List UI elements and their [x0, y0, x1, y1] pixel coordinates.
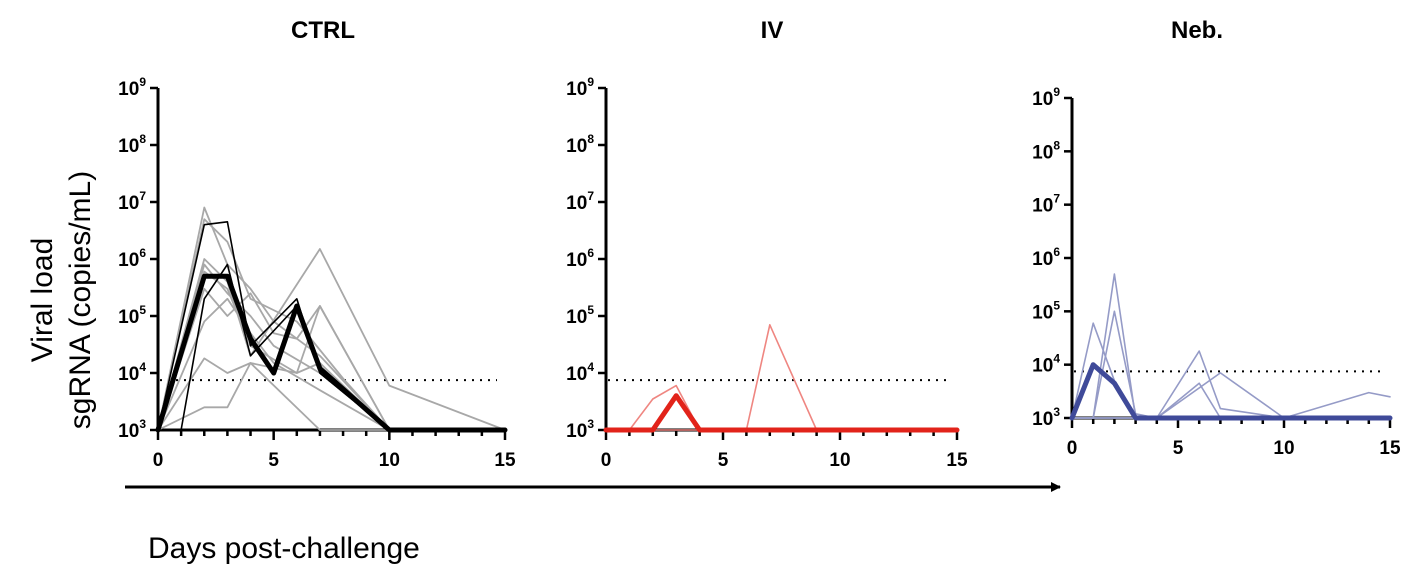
y-tick-label-ctrl: 109 — [118, 75, 146, 100]
y-axis-title-line2: sgRNA (copies/mL) — [64, 171, 97, 429]
panel-title-iv: IV — [761, 17, 784, 44]
x-tick-label-iv: 0 — [601, 450, 612, 471]
panel-ctrl: CTRL 103 104 105 106 107 108 109 0 5 10 15 — [118, 17, 516, 471]
x-tick-label-neb: 0 — [1067, 438, 1078, 459]
x-tick-label-ctrl: 10 — [379, 450, 400, 471]
y-tick-label-neb: 109 — [1032, 85, 1060, 110]
x-tick-label-neb: 15 — [1379, 438, 1401, 459]
y-tick-label-iv: 107 — [566, 189, 594, 214]
individual-line-neb — [1071, 310, 1391, 419]
individual-line-ctrl — [157, 362, 391, 431]
median-line-neb — [1069, 362, 1393, 421]
x-tick-label-iv: 10 — [829, 450, 850, 471]
x-axis-title: Days post-challenge — [148, 532, 420, 565]
x-tick-label-ctrl: 0 — [153, 450, 164, 471]
y-tick-label-iv: 103 — [566, 417, 594, 442]
panel-title-neb: Neb. — [1171, 17, 1223, 44]
y-tick-label-iv: 105 — [566, 303, 594, 328]
x-tick-label-neb: 10 — [1273, 438, 1294, 459]
x-tick-label-ctrl: 5 — [268, 450, 279, 471]
individual-line-iv — [605, 323, 958, 431]
y-tick-label-ctrl: 104 — [118, 360, 146, 385]
y-tick-label-iv: 109 — [566, 75, 594, 100]
individual-line-ctrl — [157, 218, 391, 431]
y-tick-label-iv: 106 — [566, 246, 594, 271]
y-tick-label-ctrl: 106 — [118, 246, 146, 271]
y-tick-label-iv: 104 — [566, 360, 594, 385]
y-tick-label-iv: 108 — [566, 132, 594, 157]
individual-line-ctrl — [157, 206, 391, 431]
individual-line-ctrl — [180, 263, 391, 431]
y-tick-label-ctrl: 105 — [118, 303, 146, 328]
x-tick-label-iv: 5 — [718, 450, 729, 471]
y-tick-label-ctrl: 103 — [118, 417, 146, 442]
x-tick-label-neb: 5 — [1173, 438, 1184, 459]
y-axis-title: Viral load sgRNA (copies/mL) — [26, 171, 97, 429]
y-tick-label-neb: 105 — [1032, 298, 1060, 323]
y-tick-label-neb: 106 — [1032, 245, 1060, 270]
median-line-iv — [603, 393, 960, 433]
median-line-ctrl — [155, 273, 508, 433]
x-tick-label-iv: 15 — [946, 450, 968, 471]
y-axis-title-line1: Viral load — [26, 238, 59, 363]
individual-line-neb — [1071, 350, 1391, 419]
x-tick-label-ctrl: 15 — [494, 450, 516, 471]
y-tick-label-neb: 103 — [1032, 405, 1060, 430]
panel-title-ctrl: CTRL — [291, 17, 355, 44]
y-tick-label-neb: 104 — [1032, 352, 1060, 377]
panel-iv: IV 103 104 105 106 107 108 109 0 5 10 15 — [566, 17, 968, 471]
panel-neb: Neb. 103 104 105 106 107 108 109 0 5 10 15 — [1032, 17, 1401, 459]
y-tick-label-ctrl: 108 — [118, 132, 146, 157]
y-tick-label-neb: 107 — [1032, 192, 1060, 217]
y-tick-label-neb: 108 — [1032, 138, 1060, 163]
y-tick-label-ctrl: 107 — [118, 189, 146, 214]
